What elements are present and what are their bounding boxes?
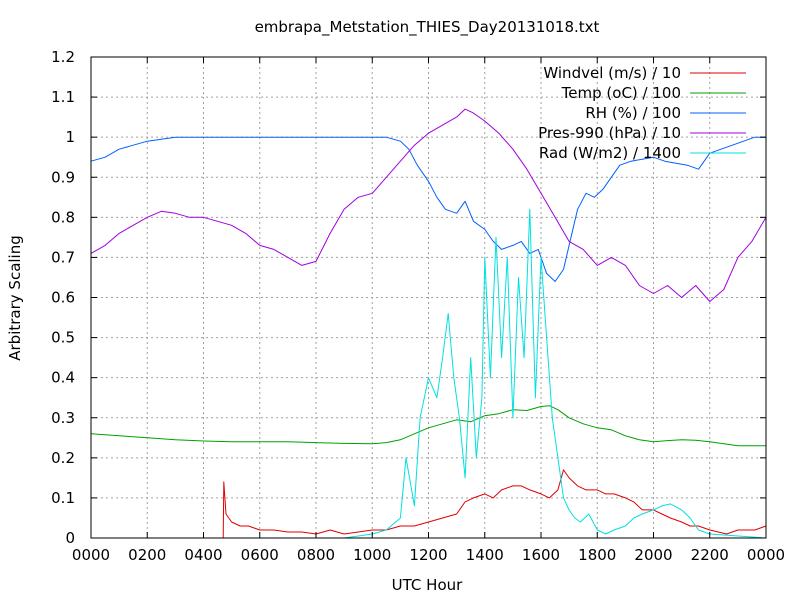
x-tick-label: 0000 xyxy=(747,546,785,564)
x-tick-label: 1600 xyxy=(522,546,560,564)
y-axis-label: Arbitrary Scaling xyxy=(6,235,24,361)
y-tick-label: 0.6 xyxy=(51,289,75,307)
x-tick-label: 1200 xyxy=(409,546,447,564)
x-tick-label: 1800 xyxy=(578,546,616,564)
y-tick-label: 0.5 xyxy=(51,329,75,347)
x-tick-label: 0400 xyxy=(184,546,222,564)
legend-label-3: Pres-990 (hPa) / 10 xyxy=(538,124,681,142)
legend: Windvel (m/s) / 10 Temp (oC) / 100 RH (%) … xyxy=(538,64,746,162)
y-tick-label: 1.1 xyxy=(51,88,75,106)
chart-title: embrapa_Metstation_THIES_Day20131018.txt xyxy=(255,18,600,37)
x-tick-label: 0600 xyxy=(241,546,279,564)
x-tick-label: 0000 xyxy=(72,546,110,564)
y-tick-label: 0.9 xyxy=(51,168,75,186)
x-tick-label: 0200 xyxy=(128,546,166,564)
ticks: 0000 0200 0400 0600 0800 1000 1200 1400 1600 1800… xyxy=(51,48,785,564)
y-tick-label: 0.1 xyxy=(51,489,75,507)
x-tick-label: 0800 xyxy=(297,546,335,564)
x-axis-label: UTC Hour xyxy=(392,576,463,594)
series-line-2 xyxy=(90,136,766,282)
series-line-1 xyxy=(90,405,766,447)
y-tick-label: 0.2 xyxy=(51,449,75,467)
x-tick-label: 2200 xyxy=(691,546,729,564)
legend-label-4: Rad (W/m2) / 1400 xyxy=(539,144,681,162)
legend-label-1: Temp (oC) / 100 xyxy=(561,84,681,102)
x-tick-label: 1400 xyxy=(466,546,504,564)
series-line-3 xyxy=(90,108,767,302)
legend-label-0: Windvel (m/s) / 10 xyxy=(543,64,681,82)
y-tick-label: 0.4 xyxy=(51,369,75,387)
y-tick-label: 1.2 xyxy=(51,48,75,66)
y-tick-label: 1 xyxy=(65,128,75,146)
series-line-4 xyxy=(91,208,767,539)
y-tick-label: 0.7 xyxy=(51,248,75,266)
legend-label-2: RH (%) / 100 xyxy=(585,104,681,122)
y-tick-label: 0.3 xyxy=(51,409,75,427)
series-line-0 xyxy=(91,469,767,539)
x-tick-label: 1000 xyxy=(353,546,391,564)
series-group xyxy=(90,108,767,539)
x-tick-label: 2000 xyxy=(634,546,672,564)
y-tick-label: 0 xyxy=(65,529,75,547)
y-tick-label: 0.8 xyxy=(51,208,75,226)
